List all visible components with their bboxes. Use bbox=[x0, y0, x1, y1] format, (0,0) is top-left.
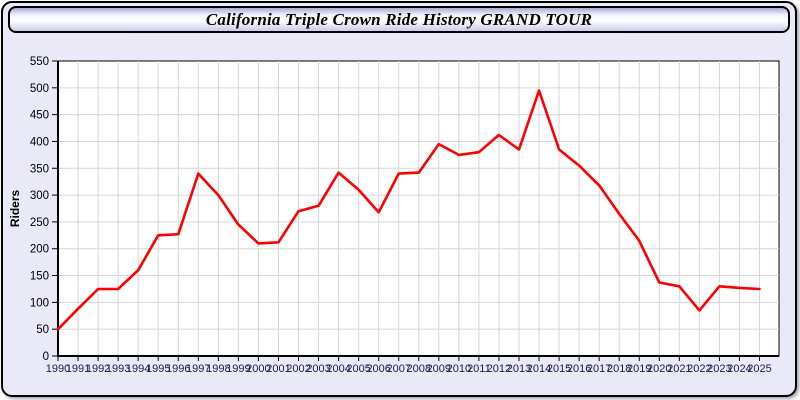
y-tick-label: 50 bbox=[36, 324, 49, 336]
x-tick-label: 1995 bbox=[146, 363, 170, 375]
x-tick-label: 2019 bbox=[627, 363, 651, 375]
x-tick-label: 1994 bbox=[126, 363, 150, 375]
y-tick-label: 100 bbox=[30, 297, 49, 309]
y-tick-label: 200 bbox=[30, 244, 49, 256]
chart-header: California Triple Crown Ride History GRA… bbox=[8, 6, 790, 33]
x-tick-label: 2012 bbox=[487, 363, 511, 375]
x-tick-label: 1993 bbox=[106, 363, 130, 375]
x-tick-label: 1990 bbox=[46, 363, 70, 375]
y-tick-label: 450 bbox=[30, 110, 49, 122]
x-tick-label: 2003 bbox=[306, 363, 330, 375]
x-tick-label: 2001 bbox=[266, 363, 290, 375]
x-tick-label: 2002 bbox=[286, 363, 310, 375]
x-tick-label: 2008 bbox=[407, 363, 431, 375]
x-tick-label: 1996 bbox=[166, 363, 190, 375]
x-tick-label: 2004 bbox=[326, 363, 350, 375]
x-tick-label: 2021 bbox=[667, 363, 691, 375]
y-tick-label: 550 bbox=[30, 56, 49, 68]
x-tick-label: 1998 bbox=[206, 363, 230, 375]
tick-labels: 0501001502002503003504004505005501990199… bbox=[30, 56, 772, 375]
chart-title: California Triple Crown Ride History GRA… bbox=[205, 9, 593, 29]
x-tick-label: 2006 bbox=[366, 363, 390, 375]
x-tick-label: 2009 bbox=[427, 363, 451, 375]
x-tick-label: 1999 bbox=[226, 363, 250, 375]
y-axis-title: Riders bbox=[8, 190, 22, 228]
x-tick-label: 2020 bbox=[647, 363, 671, 375]
y-tick-label: 350 bbox=[30, 163, 49, 175]
x-tick-label: 2013 bbox=[507, 363, 531, 375]
x-tick-label: 2005 bbox=[346, 363, 370, 375]
x-tick-label: 2015 bbox=[547, 363, 571, 375]
x-tick-label: 2011 bbox=[467, 363, 491, 375]
gridlines bbox=[58, 61, 779, 356]
y-tick-label: 0 bbox=[43, 351, 49, 363]
x-tick-label: 2016 bbox=[567, 363, 591, 375]
chart-area: 0 50 100 150 200 250 300 350 400 450 500 550 1990 199… bbox=[3, 34, 799, 394]
ride-history-line-chart: 0501001502002503003504004505005501990199… bbox=[8, 56, 780, 375]
y-tick-label: 300 bbox=[30, 190, 49, 202]
x-tick-label: 2022 bbox=[687, 363, 711, 375]
x-tick-label: 2017 bbox=[587, 363, 611, 375]
x-tick-label: 2007 bbox=[386, 363, 410, 375]
riders-series-line bbox=[56, 89, 761, 331]
x-tick-label: 2000 bbox=[246, 363, 270, 375]
x-tick-label: 2023 bbox=[707, 363, 731, 375]
y-tick-label: 250 bbox=[30, 217, 49, 229]
x-tick-label: 2024 bbox=[727, 363, 751, 375]
x-tick-label: 1997 bbox=[186, 363, 210, 375]
x-tick-label: 2025 bbox=[747, 363, 771, 375]
y-tick-label: 150 bbox=[30, 271, 49, 283]
x-tick-label: 2010 bbox=[447, 363, 471, 375]
axes bbox=[57, 61, 779, 357]
x-tick-label: 1992 bbox=[86, 363, 110, 375]
x-tick-label: 1991 bbox=[66, 363, 90, 375]
x-tick-label: 2014 bbox=[527, 363, 551, 375]
y-tick-label: 500 bbox=[30, 83, 49, 95]
y-tick-label: 400 bbox=[30, 136, 49, 148]
x-tick-label: 2018 bbox=[607, 363, 631, 375]
